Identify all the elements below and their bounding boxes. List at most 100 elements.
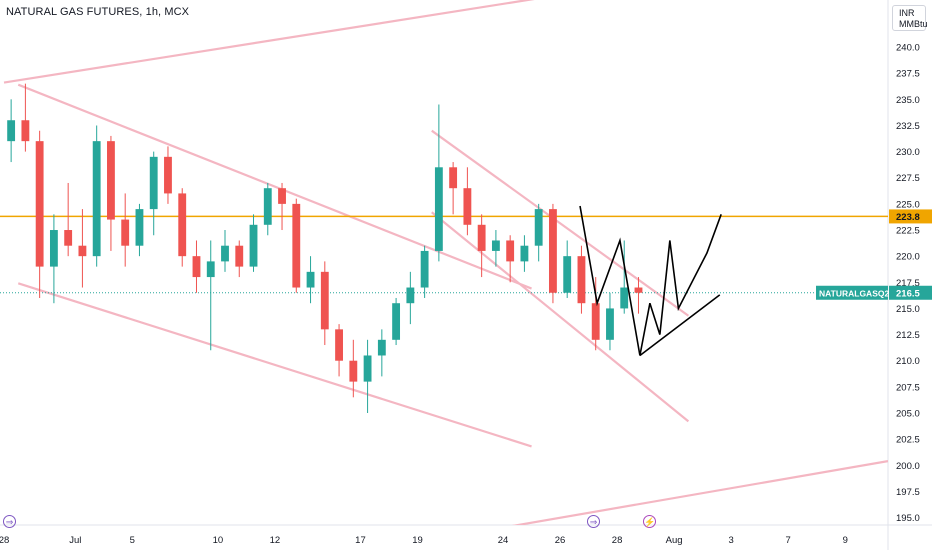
y-tick-label: 205.0 (896, 408, 920, 419)
x-tick-label: 28 (612, 535, 623, 546)
x-tick-label: Jul (69, 535, 81, 546)
zigzag-pattern[interactable] (579, 205, 722, 356)
y-tick-label: 207.5 (896, 382, 920, 393)
candle-body (534, 209, 543, 246)
symbol-label-bg (816, 285, 888, 300)
level-price-tag (889, 209, 932, 224)
candle-body (591, 303, 600, 340)
candle-body (577, 256, 586, 304)
x-tick-label: 3 (729, 535, 734, 546)
x-tick-label: 19 (412, 535, 423, 546)
candle-body (563, 256, 572, 293)
candle-body (178, 193, 187, 257)
falling-channel-lower[interactable] (17, 282, 532, 448)
candle-body (249, 224, 258, 267)
currency-label: INR (899, 8, 915, 18)
candle-body (520, 245, 529, 262)
candle-body (506, 240, 515, 262)
candle-body (235, 245, 244, 267)
x-tick-label: Aug (666, 535, 683, 546)
candle-body (107, 141, 115, 220)
arrow-circle-icon[interactable]: ⇒ (3, 515, 16, 528)
y-tick-label: 217.5 (896, 278, 920, 289)
candle-body (549, 209, 557, 293)
candle-body (192, 256, 201, 278)
y-tick-label: 232.5 (896, 121, 920, 132)
candle-body (306, 271, 315, 288)
rising-channel-bottom[interactable] (489, 460, 888, 530)
chart-title: NATURAL GAS FUTURES, 1h, MCX (6, 6, 190, 18)
y-tick-label: 212.5 (896, 330, 920, 341)
candle-body (634, 287, 643, 293)
x-tick-label: 10 (213, 535, 224, 546)
x-tick-label: 24 (498, 535, 509, 546)
candle-body (377, 339, 386, 356)
y-tick-label: 225.0 (896, 199, 920, 210)
candle-body (121, 219, 130, 246)
wedge-lower-line[interactable] (639, 294, 721, 357)
candle-body (206, 261, 215, 278)
unit-label: MMBtu (899, 19, 928, 29)
y-tick-label: 195.0 (896, 513, 920, 524)
y-tick-label: 222.5 (896, 226, 920, 237)
candle-body (49, 230, 58, 267)
candle-body (92, 141, 101, 257)
candle-body (263, 188, 272, 225)
y-tick-label: 202.5 (896, 435, 920, 446)
y-tick-label: 230.0 (896, 147, 920, 158)
lightning-icon[interactable]: ⚡ (643, 515, 656, 528)
candle-body (420, 250, 429, 288)
candle-body (35, 141, 44, 267)
y-tick-label: 215.0 (896, 304, 920, 315)
arrow-circle-icon[interactable]: ⇒ (587, 515, 600, 528)
candle-body (477, 224, 486, 251)
x-tick-label: 7 (786, 535, 791, 546)
x-tick-label: 17 (355, 535, 366, 546)
y-tick-label: 227.5 (896, 173, 920, 184)
candle-body (434, 167, 443, 251)
candle-body (606, 308, 614, 340)
last-price-value: 216.5 (896, 288, 920, 299)
y-tick-label: 200.0 (896, 461, 920, 472)
candle-body (78, 245, 87, 257)
y-tick-label: 237.5 (896, 69, 920, 80)
last-price-tag (889, 285, 932, 300)
y-tick-label: 235.0 (896, 95, 920, 106)
y-tick-label: 197.5 (896, 487, 920, 498)
x-tick-label: 26 (555, 535, 566, 546)
candle-body (463, 188, 472, 225)
candle-body (620, 287, 629, 309)
candle-body (363, 355, 372, 382)
candle-body (21, 120, 30, 142)
candle-body (349, 360, 358, 382)
candle-body (449, 167, 458, 189)
x-tick-label: 9 (843, 535, 848, 546)
level-price-value: 223.8 (896, 212, 920, 223)
inner-channel-lower[interactable] (431, 211, 690, 423)
y-tick-label: 210.0 (896, 356, 920, 367)
y-tick-label: 220.0 (896, 252, 920, 263)
candle-body (292, 203, 301, 288)
candle-body (406, 287, 415, 304)
candle-body (164, 156, 172, 194)
y-tick-label: 240.0 (896, 43, 920, 54)
candle-body (335, 329, 343, 361)
candle-body (278, 188, 286, 204)
x-tick-label: 28 (0, 535, 9, 546)
candle-body (491, 240, 500, 251)
falling-channel-upper[interactable] (17, 83, 532, 290)
currency-unit-button[interactable]: INR MMBtu (892, 5, 928, 31)
candle-body (7, 120, 16, 142)
symbol-label: NATURALGASQ2023 (819, 288, 904, 298)
upper-channel-top[interactable] (3, 0, 760, 84)
candle-body (64, 230, 73, 246)
candle-body (149, 156, 158, 210)
x-tick-label: 12 (270, 535, 281, 546)
candle-body (221, 245, 229, 262)
inner-channel-upper[interactable] (431, 129, 690, 317)
candle-body (135, 209, 144, 246)
x-tick-label: 5 (130, 535, 135, 546)
candle-body (392, 303, 401, 340)
candle-body (320, 271, 329, 330)
